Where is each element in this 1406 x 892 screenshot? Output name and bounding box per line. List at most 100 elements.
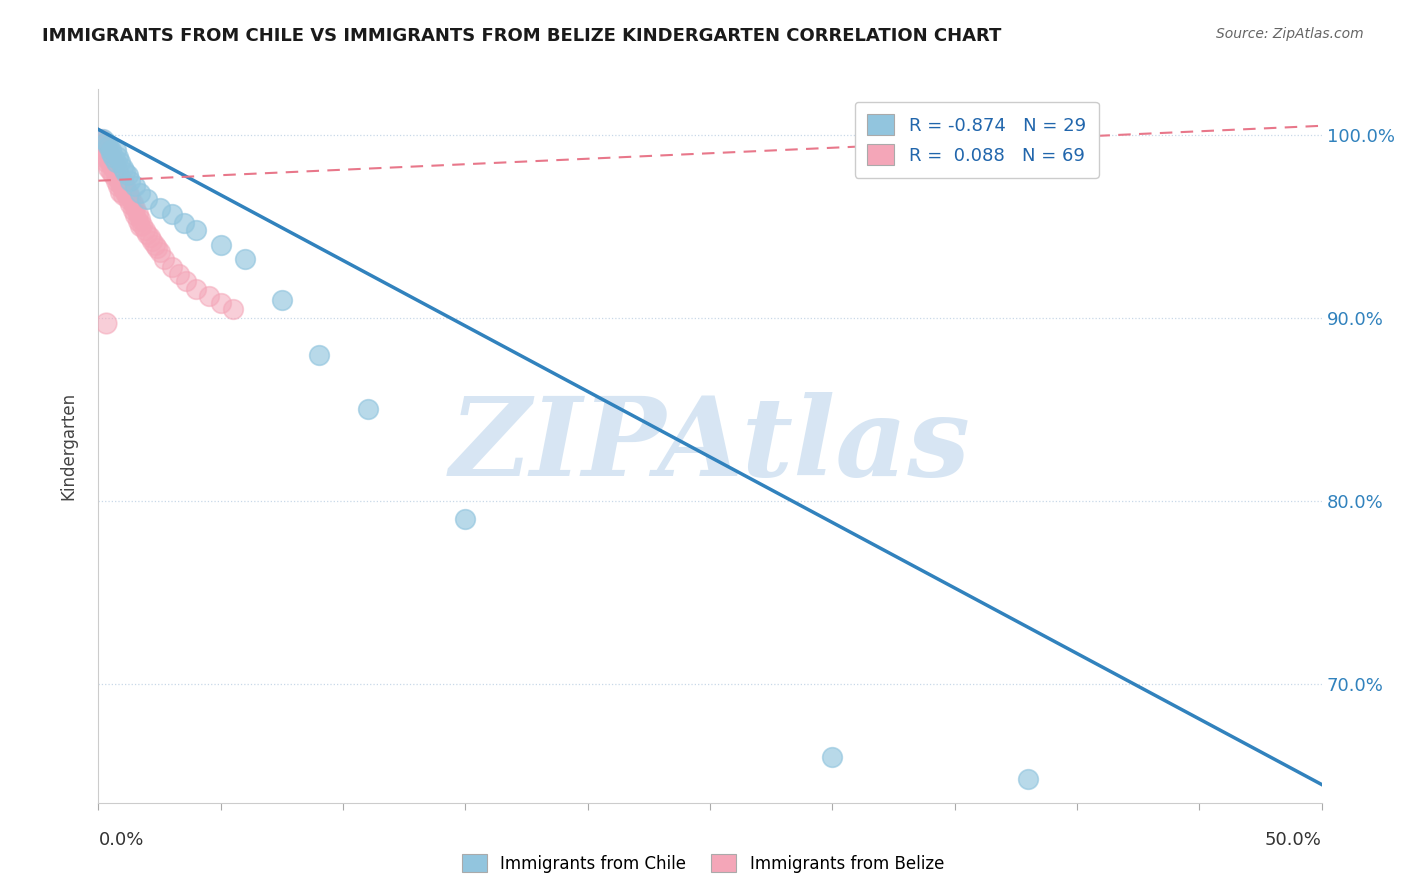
Point	[146, 241, 169, 255]
Point	[104, 161, 127, 175]
Point	[153, 252, 176, 267]
Legend: Immigrants from Chile, Immigrants from Belize: Immigrants from Chile, Immigrants from B…	[456, 847, 950, 880]
Point	[114, 179, 136, 194]
Point	[129, 212, 152, 227]
Point	[127, 206, 149, 220]
Point	[104, 174, 127, 188]
Point	[141, 234, 163, 248]
Point	[97, 146, 120, 161]
Point	[91, 133, 114, 147]
Point	[90, 131, 112, 145]
Point	[100, 157, 122, 171]
Point	[160, 206, 183, 220]
Point	[94, 317, 117, 331]
Point	[101, 153, 124, 168]
Point	[111, 178, 134, 192]
Point	[111, 174, 134, 188]
Point	[136, 227, 159, 241]
Point	[91, 131, 114, 145]
Point	[821, 750, 844, 764]
Point	[117, 192, 139, 206]
Point	[110, 172, 132, 186]
Point	[120, 197, 142, 211]
Text: 50.0%: 50.0%	[1265, 831, 1322, 849]
Point	[173, 216, 195, 230]
Point	[222, 301, 245, 316]
Point	[91, 146, 114, 161]
Point	[356, 402, 378, 417]
Text: Source: ZipAtlas.com: Source: ZipAtlas.com	[1216, 27, 1364, 41]
Point	[100, 150, 122, 164]
Point	[97, 161, 120, 175]
Point	[308, 347, 330, 361]
Point	[107, 150, 129, 164]
Text: ZIPAtlas: ZIPAtlas	[450, 392, 970, 500]
Point	[124, 201, 146, 215]
Point	[107, 164, 129, 178]
Point	[117, 168, 139, 182]
Point	[117, 185, 139, 199]
Point	[143, 237, 166, 252]
Point	[114, 164, 136, 178]
Point	[94, 143, 117, 157]
Point	[117, 188, 139, 202]
Point	[197, 289, 219, 303]
Point	[94, 155, 117, 169]
Point	[129, 186, 152, 201]
Point	[136, 192, 159, 206]
Legend: R = -0.874   N = 29, R =  0.088   N = 69: R = -0.874 N = 29, R = 0.088 N = 69	[855, 102, 1098, 178]
Point	[94, 135, 117, 149]
Point	[107, 179, 129, 194]
Point	[111, 161, 134, 175]
Point	[186, 223, 208, 237]
Point	[121, 202, 143, 217]
Text: IMMIGRANTS FROM CHILE VS IMMIGRANTS FROM BELIZE KINDERGARTEN CORRELATION CHART: IMMIGRANTS FROM CHILE VS IMMIGRANTS FROM…	[42, 27, 1001, 45]
Point	[104, 166, 127, 180]
Point	[160, 260, 183, 274]
Point	[124, 209, 146, 223]
Point	[209, 296, 232, 310]
Point	[121, 195, 143, 210]
Point	[101, 150, 124, 164]
Point	[167, 267, 190, 281]
Point	[134, 223, 156, 237]
Point	[101, 155, 124, 169]
Point	[100, 164, 122, 178]
Point	[110, 155, 132, 169]
Point	[110, 169, 132, 184]
Point	[110, 178, 132, 192]
Point	[114, 183, 136, 197]
Point	[97, 139, 120, 153]
Point	[97, 153, 120, 168]
Point	[131, 218, 153, 232]
Text: 0.0%: 0.0%	[98, 831, 143, 849]
Point	[97, 145, 120, 159]
Point	[127, 214, 149, 228]
Point	[129, 219, 152, 234]
Point	[111, 188, 134, 202]
Point	[270, 293, 294, 307]
Point	[107, 172, 129, 186]
Point	[233, 252, 256, 267]
Point	[104, 143, 127, 157]
Point	[186, 282, 208, 296]
Point	[100, 150, 122, 164]
Point	[100, 146, 122, 161]
Point	[149, 245, 172, 260]
Point	[149, 201, 172, 215]
Point	[90, 137, 112, 152]
Point	[1017, 772, 1039, 786]
Point	[91, 141, 114, 155]
Point	[114, 186, 136, 201]
Point	[124, 179, 146, 194]
Point	[104, 159, 127, 173]
Point	[94, 139, 117, 153]
Point	[139, 230, 162, 244]
Point	[104, 155, 127, 169]
Point	[120, 174, 142, 188]
Point	[100, 143, 122, 157]
Point	[454, 512, 477, 526]
Point	[101, 161, 124, 175]
Point	[107, 166, 129, 180]
Point	[120, 190, 142, 204]
